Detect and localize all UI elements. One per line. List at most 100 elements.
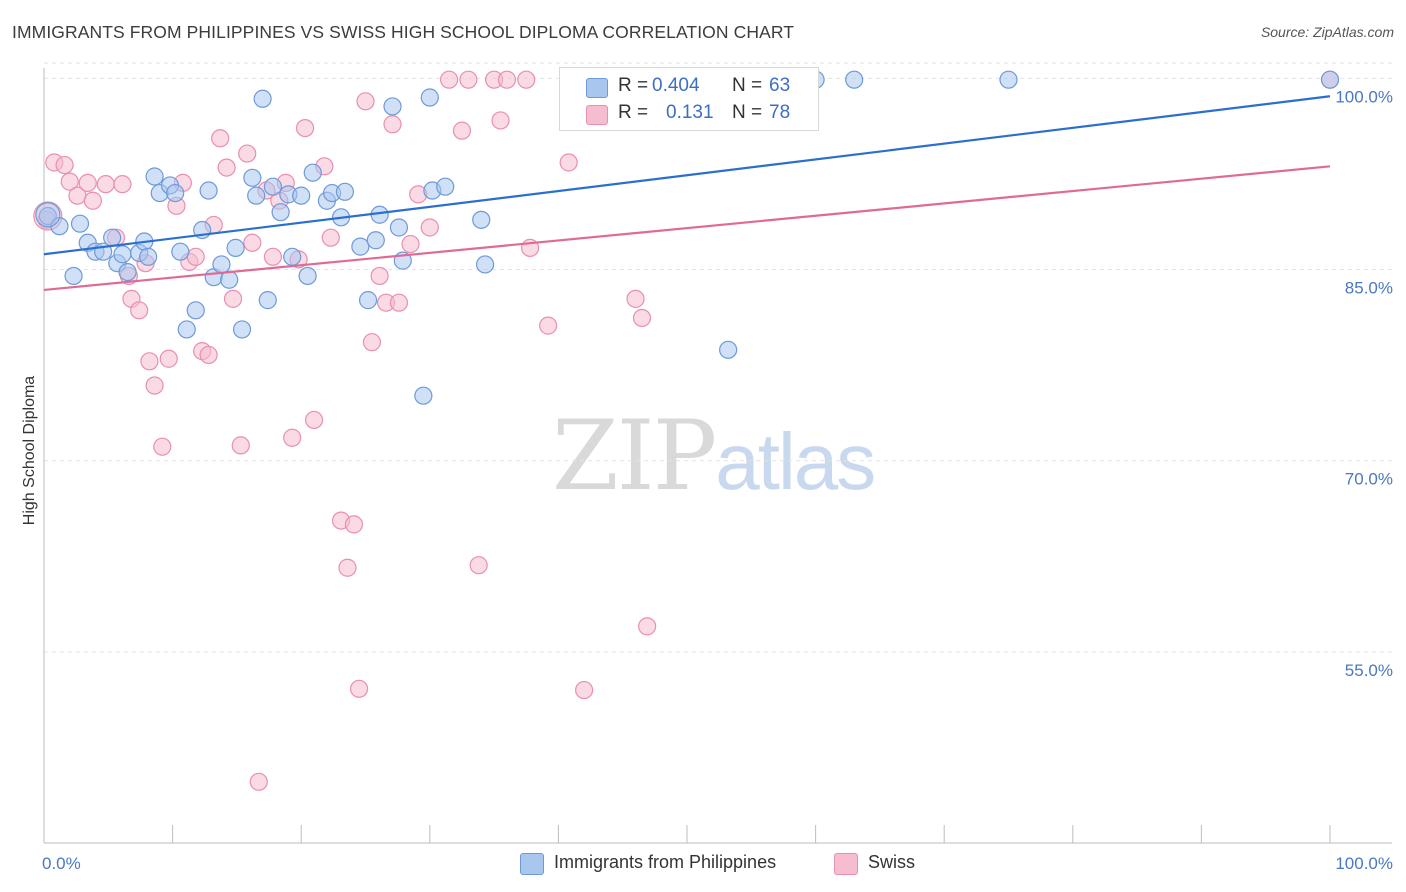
watermark-atlas: atlas bbox=[715, 417, 876, 506]
point-philippines bbox=[199, 181, 218, 200]
watermark: ZIPatlas bbox=[552, 400, 876, 512]
point-philippines bbox=[475, 255, 495, 274]
point-philippines bbox=[253, 89, 272, 108]
point-swiss bbox=[211, 129, 230, 148]
y-axis-label: High School Diploma bbox=[21, 376, 38, 526]
stats-legend: R = 0.404 N = 63 R = 0.131 N = 78 bbox=[559, 67, 819, 131]
bottom-legend-label-swiss: Swiss bbox=[868, 852, 916, 872]
point-swiss bbox=[249, 772, 268, 791]
point-philippines bbox=[1320, 70, 1340, 89]
y-tick-label: 100.0% bbox=[1335, 87, 1393, 106]
point-swiss bbox=[517, 70, 536, 89]
axes bbox=[43, 68, 1392, 844]
legend-n-value: 63 bbox=[769, 75, 791, 96]
point-philippines bbox=[166, 183, 185, 203]
point-swiss bbox=[304, 410, 324, 430]
legend-r-label: R = bbox=[618, 102, 649, 123]
legend-row-philippines: R = 0.404 N = 63 bbox=[560, 73, 818, 101]
point-philippines bbox=[258, 291, 277, 310]
point-swiss bbox=[539, 316, 558, 335]
point-philippines bbox=[389, 218, 409, 237]
bottom-legend-swatch-philippines bbox=[520, 853, 544, 875]
point-swiss bbox=[344, 515, 364, 534]
point-philippines bbox=[247, 186, 266, 205]
point-philippines bbox=[64, 266, 83, 286]
point-swiss bbox=[321, 228, 340, 247]
point-philippines bbox=[243, 168, 262, 187]
point-swiss bbox=[459, 70, 478, 89]
point-philippines bbox=[38, 206, 57, 226]
point-philippines bbox=[139, 247, 158, 266]
point-swiss bbox=[626, 289, 645, 308]
point-swiss bbox=[497, 70, 517, 89]
point-philippines bbox=[70, 214, 90, 233]
point-swiss bbox=[575, 680, 594, 700]
legend-swatch-swiss bbox=[586, 105, 608, 125]
x-tick-label: 100.0% bbox=[1335, 854, 1393, 873]
watermark-zip: ZIP bbox=[552, 400, 717, 512]
point-philippines bbox=[999, 70, 1018, 89]
point-swiss bbox=[231, 436, 250, 455]
point-philippines bbox=[226, 238, 245, 257]
point-philippines bbox=[292, 186, 311, 205]
point-swiss bbox=[217, 158, 236, 177]
point-philippines bbox=[845, 70, 864, 89]
point-swiss bbox=[439, 70, 459, 89]
point-swiss bbox=[159, 349, 178, 368]
point-swiss bbox=[243, 233, 262, 252]
point-swiss bbox=[452, 121, 472, 140]
point-swiss bbox=[186, 247, 205, 266]
point-philippines bbox=[414, 386, 433, 405]
point-philippines bbox=[35, 202, 61, 228]
point-philippines bbox=[351, 237, 370, 256]
legend-r-value: 0.131 bbox=[666, 102, 714, 123]
point-swiss bbox=[130, 301, 149, 320]
legend-n-label: N = bbox=[732, 75, 763, 96]
trendline-philippines bbox=[43, 95, 1331, 256]
point-swiss bbox=[491, 111, 510, 130]
point-philippines bbox=[171, 242, 190, 261]
legend-n-value: 78 bbox=[769, 102, 791, 123]
point-philippines bbox=[177, 320, 196, 339]
point-philippines bbox=[186, 301, 205, 320]
tick-labels: 100.0% 85.0% 70.0% 55.0% 0.0% 100.0% High Scho… bbox=[21, 87, 1393, 873]
point-philippines bbox=[436, 177, 455, 196]
points-philippines bbox=[35, 70, 1340, 405]
point-swiss bbox=[55, 155, 74, 175]
point-swiss bbox=[362, 333, 382, 352]
bottom-legend-swatch-swiss bbox=[834, 853, 858, 875]
point-swiss bbox=[96, 175, 115, 194]
point-swiss bbox=[145, 376, 164, 395]
point-swiss bbox=[389, 293, 409, 312]
trendline-swiss bbox=[43, 165, 1331, 292]
point-swiss bbox=[338, 558, 357, 577]
point-swiss bbox=[401, 234, 420, 254]
chart-title: IMMIGRANTS FROM PHILIPPINES VS SWISS HIG… bbox=[12, 22, 795, 42]
legend-swatch-philippines bbox=[586, 78, 608, 98]
point-swiss bbox=[469, 556, 488, 575]
point-philippines bbox=[335, 182, 355, 201]
point-swiss bbox=[199, 345, 218, 365]
trendlines bbox=[43, 95, 1331, 292]
point-swiss bbox=[113, 175, 132, 194]
point-swiss bbox=[349, 679, 369, 698]
point-philippines bbox=[472, 210, 491, 229]
point-swiss bbox=[632, 308, 652, 328]
source-label: Source: ZipAtlas.com bbox=[1260, 24, 1394, 40]
point-philippines bbox=[298, 266, 317, 286]
point-swiss bbox=[238, 144, 257, 163]
point-swiss bbox=[559, 153, 578, 172]
point-philippines bbox=[145, 167, 164, 186]
point-philippines bbox=[212, 255, 231, 274]
point-philippines bbox=[366, 231, 385, 250]
legend-r-label: R = bbox=[618, 75, 649, 96]
legend-row-swiss: R = 0.131 N = 78 bbox=[560, 100, 818, 128]
point-philippines bbox=[232, 320, 252, 339]
point-swiss bbox=[638, 617, 657, 636]
points-swiss bbox=[33, 70, 1340, 791]
point-philippines bbox=[263, 177, 283, 196]
point-philippines bbox=[118, 262, 137, 282]
y-tick-label: 70.0% bbox=[1345, 470, 1393, 489]
point-swiss bbox=[283, 428, 302, 447]
